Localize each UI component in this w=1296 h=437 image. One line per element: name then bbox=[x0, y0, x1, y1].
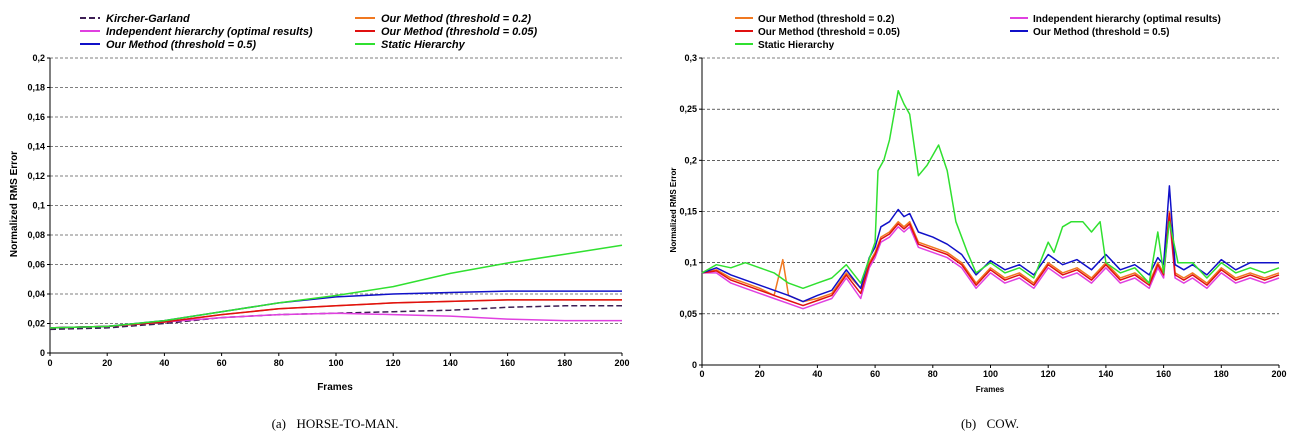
y-tick-label: 0,2 bbox=[32, 53, 45, 63]
legend-entry: Our Method (threshold = 0.5) bbox=[80, 39, 256, 51]
series-line-our-method-threshold-0-5 bbox=[49, 290, 622, 329]
x-tick-label: 180 bbox=[1214, 369, 1229, 379]
y-tick-label: 0,06 bbox=[27, 260, 45, 270]
chart-horse-to-man: 00,020,040,060,080,10,120,140,160,180,2 … bbox=[9, 13, 630, 432]
caption-text: HORSE-TO-MAN. bbox=[296, 416, 398, 431]
y-axis-title: Normalized RMS Error bbox=[9, 151, 20, 257]
x-tick-labels: 0 20 40 60 80 100 120 140 160 180 200 bbox=[47, 358, 629, 368]
x-tick-label: 40 bbox=[159, 358, 169, 368]
legend: Our Method (threshold = 0.2) Independent … bbox=[735, 14, 1221, 51]
x-tick-label: 20 bbox=[102, 358, 112, 368]
x-axis-title: Frames bbox=[976, 385, 1005, 394]
legend-entry: Our Method (threshold = 0.2) bbox=[355, 13, 531, 25]
legend-label: Independent hierarchy (optimal results) bbox=[106, 26, 313, 38]
series-line-independent-hierarchy-optimal-results bbox=[702, 215, 1280, 310]
legend-entry: Kircher-Garland bbox=[80, 13, 190, 25]
x-tick-label: 0 bbox=[47, 358, 52, 368]
legend-label: Our Method (threshold = 0.05) bbox=[381, 26, 537, 38]
legend-entry: Static Hierarchy bbox=[355, 39, 466, 51]
x-tick-label: 200 bbox=[614, 358, 629, 368]
x-axis-title: Frames bbox=[317, 382, 353, 393]
x-tick-labels: 0 20 40 60 80 100 120 140 160 180 200 bbox=[699, 369, 1286, 379]
y-tick-label: 0 bbox=[40, 348, 45, 358]
y-tick-label: 0,02 bbox=[27, 319, 45, 329]
y-tick-label: 0,04 bbox=[27, 289, 45, 299]
axes bbox=[47, 57, 623, 356]
gridlines bbox=[50, 57, 622, 324]
legend-label: Our Method (threshold = 0.05) bbox=[758, 27, 900, 38]
legend-label: Independent hierarchy (optimal results) bbox=[1033, 14, 1221, 25]
y-tick-label: 0,14 bbox=[27, 142, 45, 152]
x-tick-label: 120 bbox=[1041, 369, 1056, 379]
x-tick-label: 160 bbox=[500, 358, 515, 368]
x-tick-label: 40 bbox=[812, 369, 822, 379]
series-line-our-method-threshold-0-5 bbox=[701, 185, 1279, 303]
x-tick-label: 140 bbox=[443, 358, 458, 368]
y-tick-label: 0,1 bbox=[684, 258, 697, 268]
x-tick-label: 100 bbox=[328, 358, 343, 368]
x-tick-label: 160 bbox=[1156, 369, 1171, 379]
y-tick-label: 0,12 bbox=[27, 171, 45, 181]
caption-prefix: (b) bbox=[961, 416, 976, 431]
series-line-our-method-threshold-0-05 bbox=[701, 212, 1280, 307]
legend-entry: Our Method (threshold = 0.05) bbox=[355, 26, 537, 38]
series-lines bbox=[49, 244, 623, 331]
legend-label: Our Method (threshold = 0.2) bbox=[381, 13, 531, 25]
caption-prefix: (a) bbox=[272, 416, 286, 431]
axes bbox=[699, 57, 1280, 368]
x-tick-label: 120 bbox=[386, 358, 401, 368]
legend-label: Our Method (threshold = 0.5) bbox=[1033, 27, 1169, 38]
legend-entry: Independent hierarchy (optimal results) bbox=[80, 26, 313, 38]
caption: (b) COW. bbox=[961, 415, 1019, 432]
y-tick-label: 0,15 bbox=[679, 207, 697, 217]
x-tick-label: 180 bbox=[557, 358, 572, 368]
y-tick-label: 0,3 bbox=[684, 53, 697, 63]
legend-label: Static Hierarchy bbox=[758, 40, 835, 51]
y-tick-label: 0,08 bbox=[27, 230, 45, 240]
x-tick-label: 140 bbox=[1098, 369, 1113, 379]
y-tick-label: 0,18 bbox=[27, 83, 45, 93]
series-lines bbox=[701, 89, 1280, 310]
legend-entry: Independent hierarchy (optimal results) bbox=[1010, 14, 1221, 25]
y-tick-label: 0,05 bbox=[679, 309, 697, 319]
series-line-our-method-threshold-0-05 bbox=[49, 299, 622, 329]
legend-label: Static Hierarchy bbox=[381, 39, 466, 51]
legend-label: Kircher-Garland bbox=[106, 13, 190, 25]
series-line-our-method-threshold-0-2 bbox=[701, 210, 1280, 303]
chart-cow: 0 0,05 0,1 0,15 0,2 0,25 0,3 0 20 40 60 80 100 120 14… bbox=[669, 14, 1287, 432]
x-tick-label: 100 bbox=[983, 369, 998, 379]
x-tick-label: 0 bbox=[699, 369, 704, 379]
legend-label: Our Method (threshold = 0.2) bbox=[758, 14, 894, 25]
x-tick-label: 20 bbox=[755, 369, 765, 379]
y-tick-label: 0,25 bbox=[679, 104, 697, 114]
legend-entry: Our Method (threshold = 0.05) bbox=[735, 27, 900, 38]
y-axis-title: Normalized RMS Error bbox=[669, 168, 678, 253]
series-line-static-hierarchy bbox=[49, 244, 623, 329]
x-tick-label: 60 bbox=[217, 358, 227, 368]
legend-entry: Our Method (threshold = 0.2) bbox=[735, 14, 894, 25]
y-tick-labels: 0 0,05 0,1 0,15 0,2 0,25 0,3 bbox=[679, 53, 697, 370]
y-tick-labels: 0 0,02 0,04 0,06 0,08 0,1 0,12 0,14 0,16 0,18 0,2 bbox=[27, 53, 45, 358]
series-line-kircher-garland bbox=[49, 305, 622, 331]
y-tick-label: 0,16 bbox=[27, 112, 45, 122]
legend: Kircher-Garland Our Method (threshold = 0… bbox=[80, 13, 537, 51]
y-tick-label: 0,2 bbox=[684, 155, 697, 165]
x-tick-label: 80 bbox=[274, 358, 284, 368]
legend-entry: Our Method (threshold = 0.5) bbox=[1010, 27, 1169, 38]
y-tick-label: 0,1 bbox=[32, 201, 45, 211]
y-tick-label: 0 bbox=[692, 360, 697, 370]
caption-text: COW. bbox=[987, 416, 1019, 431]
legend-label: Our Method (threshold = 0.5) bbox=[106, 39, 256, 51]
x-tick-label: 200 bbox=[1271, 369, 1286, 379]
x-tick-label: 80 bbox=[928, 369, 938, 379]
series-line-static-hierarchy bbox=[701, 89, 1280, 290]
legend-entry: Static Hierarchy bbox=[735, 40, 835, 51]
gridlines bbox=[702, 57, 1279, 315]
x-tick-label: 60 bbox=[870, 369, 880, 379]
caption: (a) HORSE-TO-MAN. bbox=[272, 415, 399, 432]
